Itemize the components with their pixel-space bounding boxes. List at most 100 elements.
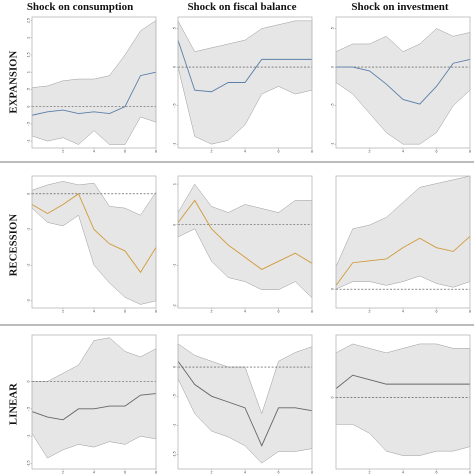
panel-expansion-fiscal-balance: .5 0 -.5 -1 2 4 6 8 <box>173 16 313 154</box>
panel-recession-investment-xtick-label: 6 <box>436 310 438 314</box>
panel-recession-consumption-ytick-label: -2 <box>27 264 31 267</box>
panel-expansion-fiscal-balance-xtick-label: 6 <box>278 150 280 154</box>
panel-linear-investment-ytick-label: 0 <box>331 397 335 399</box>
panel-expansion-fiscal-balance-ytick-label: .5 <box>173 27 177 30</box>
panel-recession-fiscal-balance-xtick-label: 8 <box>311 310 313 314</box>
panel-linear-investment: 0 2 4 6 8 <box>331 334 471 474</box>
panel-linear-consumption-ytick-label: 0 <box>27 380 31 382</box>
panel-linear-consumption-xtick-label: 8 <box>155 471 157 474</box>
panel-recession-consumption-ytick-label: -1 <box>27 228 31 231</box>
panel-linear-investment-response-line <box>335 374 470 389</box>
panel-expansion-consumption-xtick-label: 8 <box>155 150 157 154</box>
panel-expansion-investment-xtick-label: 4 <box>402 150 404 154</box>
panel-expansion-investment-ytick-label: .5 <box>331 27 335 30</box>
panel-expansion-consumption-xtick-label: 4 <box>93 150 95 154</box>
panel-recession-fiscal-balance: 1 0 -1 -2 2 4 6 8 <box>173 175 313 314</box>
panel-recession-consumption-confidence-band <box>31 181 157 305</box>
panel-recession-investment-xtick-label: 8 <box>469 310 471 314</box>
panel-expansion-consumption-response-line <box>31 71 157 116</box>
panel-expansion-investment-ytick-label: 0 <box>331 66 335 68</box>
panel-expansion-fiscal-balance-xtick-label: 2 <box>211 150 213 154</box>
panel-recession-investment: 0 2 4 6 8 <box>331 175 471 314</box>
row-label-recession: RECESSION <box>8 214 19 277</box>
panel-recession-consumption-xtick-label: 8 <box>155 310 157 314</box>
panel-recession-fiscal-balance-ytick-label: 1 <box>173 183 177 185</box>
panel-expansion-consumption: 2.521.51.50-.5-12 4 6 8 <box>27 16 157 154</box>
panel-expansion-fiscal-balance-xtick-label: 4 <box>244 150 246 154</box>
col-title-consumption: Shock on consumption <box>27 1 133 13</box>
panel-linear-investment-xtick-label: 2 <box>369 471 371 474</box>
panel-linear-investment-confidence-band <box>335 343 471 456</box>
panel-recession-investment-xtick-label: 4 <box>402 310 404 314</box>
panel-linear-investment-xtick-label: 4 <box>402 471 404 474</box>
panel-expansion-investment: .5 0 -.5 -1 2 4 6 8 <box>331 16 471 154</box>
panel-recession-investment-confidence-band <box>335 175 471 290</box>
panel-expansion-investment-xtick-label: 8 <box>469 150 471 154</box>
panel-linear-fiscal-balance-ytick-label: -.5 <box>173 394 177 398</box>
panel-expansion-investment-ytick-label: -.5 <box>331 104 335 108</box>
panel-recession-fiscal-balance-ytick-label: -2 <box>173 304 177 307</box>
panel-recession-fiscal-balance-ytick-label: -1 <box>173 264 177 267</box>
panel-recession-consumption-response-line <box>31 193 157 274</box>
panel-expansion-consumption-ytick-label: -1 <box>27 140 31 143</box>
panel-expansion-investment-response-line <box>336 58 471 105</box>
panel-linear-fiscal-balance-xtick-label: 8 <box>311 471 313 474</box>
panel-recession-fiscal-balance-xtick-label: 6 <box>278 310 280 314</box>
panel-recession-investment-xtick-label: 2 <box>369 310 371 314</box>
panel-expansion-consumption-xtick-label: 6 <box>124 150 126 154</box>
col-title-fiscal-balance: Shock on fiscal balance <box>187 1 296 13</box>
panel-recession-consumption-ytick-label: -3 <box>27 299 31 302</box>
panel-linear-fiscal-balance-ytick-label: -1.5 <box>173 451 177 457</box>
panel-recession-consumption: 0 -1 -2 -3 2 4 6 8 <box>27 175 157 314</box>
panel-expansion-fiscal-balance-ytick-label: -.5 <box>173 104 177 108</box>
panel-linear-fiscal-balance: 0 -.5 -1 -1.5 2 4 6 8 <box>173 334 313 474</box>
panel-recession-fiscal-balance-xtick-label: 2 <box>211 310 213 314</box>
panel-recession-fiscal-balance-response-line <box>177 199 313 270</box>
panel-recession-consumption-xtick-label: 2 <box>62 310 64 314</box>
row-label-linear: LINEAR <box>8 383 19 425</box>
col-title-investment: Shock on investment <box>351 1 449 13</box>
panel-expansion-consumption-ytick-label: 1 <box>27 71 31 73</box>
panel-expansion-investment-xtick-label: 6 <box>436 150 438 154</box>
panel-linear-fiscal-balance-xtick-label: 6 <box>278 471 280 474</box>
row-label-expansion: EXPANSION <box>8 50 19 113</box>
panel-linear-fiscal-balance-confidence-band <box>177 343 313 464</box>
panel-recession-consumption-xtick-label: 4 <box>93 310 95 314</box>
panel-linear-consumption-ytick-label: -1 <box>27 435 31 438</box>
panel-expansion-consumption-ytick-label: .5 <box>27 88 31 91</box>
panel-linear-consumption-ytick-label: -.5 <box>27 407 31 411</box>
panel-linear-consumption-xtick-label: 2 <box>62 471 64 474</box>
panel-expansion-consumption-ytick-label: 2 <box>27 37 31 39</box>
panel-expansion-investment-ytick-label: -1 <box>331 143 335 146</box>
panel-expansion-fiscal-balance-ytick-label: -1 <box>173 143 177 146</box>
panel-recession-fiscal-balance-xtick-label: 4 <box>244 310 246 314</box>
panel-recession-investment-response-line <box>335 236 471 286</box>
panel-linear-consumption: 0 -.5 -1 -1.5 2 4 6 8 <box>27 334 157 474</box>
panel-expansion-investment-confidence-band <box>335 28 471 145</box>
panel-linear-fiscal-balance-response-line <box>177 360 313 447</box>
panel-linear-consumption-response-line <box>31 393 157 421</box>
panel-recession-investment-ytick-label: 0 <box>331 288 335 290</box>
panel-linear-fiscal-balance-ytick-label: -1 <box>173 424 177 427</box>
panel-expansion-fiscal-balance-ytick-label: 0 <box>173 66 177 68</box>
panel-expansion-consumption-xtick-label: 2 <box>62 150 64 154</box>
panel-linear-consumption-xtick-label: 4 <box>93 471 95 474</box>
panel-expansion-fiscal-balance-response-line <box>177 39 312 93</box>
panel-recession-fiscal-balance-confidence-band <box>177 183 313 299</box>
panel-linear-investment-xtick-label: 6 <box>436 471 438 474</box>
panel-expansion-investment-xtick-label: 2 <box>369 150 371 154</box>
panel-expansion-fiscal-balance-xtick-label: 8 <box>311 150 313 154</box>
panel-expansion-consumption-ytick-label: 2.5 <box>27 18 31 23</box>
panel-recession-consumption-ytick-label: 0 <box>27 193 31 195</box>
panel-recession-consumption-xtick-label: 6 <box>124 310 126 314</box>
panel-linear-consumption-xtick-label: 6 <box>124 471 126 474</box>
panel-linear-fiscal-balance-ytick-label: 0 <box>173 366 177 368</box>
panel-expansion-consumption-ytick-label: 1.5 <box>27 52 31 57</box>
panel-linear-investment-xtick-label: 8 <box>469 471 471 474</box>
panel-linear-fiscal-balance-xtick-label: 2 <box>211 471 213 474</box>
panel-expansion-consumption-ytick-label: 0 <box>27 106 31 108</box>
panel-recession-fiscal-balance-ytick-label: 0 <box>173 224 177 226</box>
panel-expansion-consumption-ytick-label: -.5 <box>27 122 31 126</box>
panel-linear-consumption-ytick-label: -1.5 <box>27 460 31 466</box>
